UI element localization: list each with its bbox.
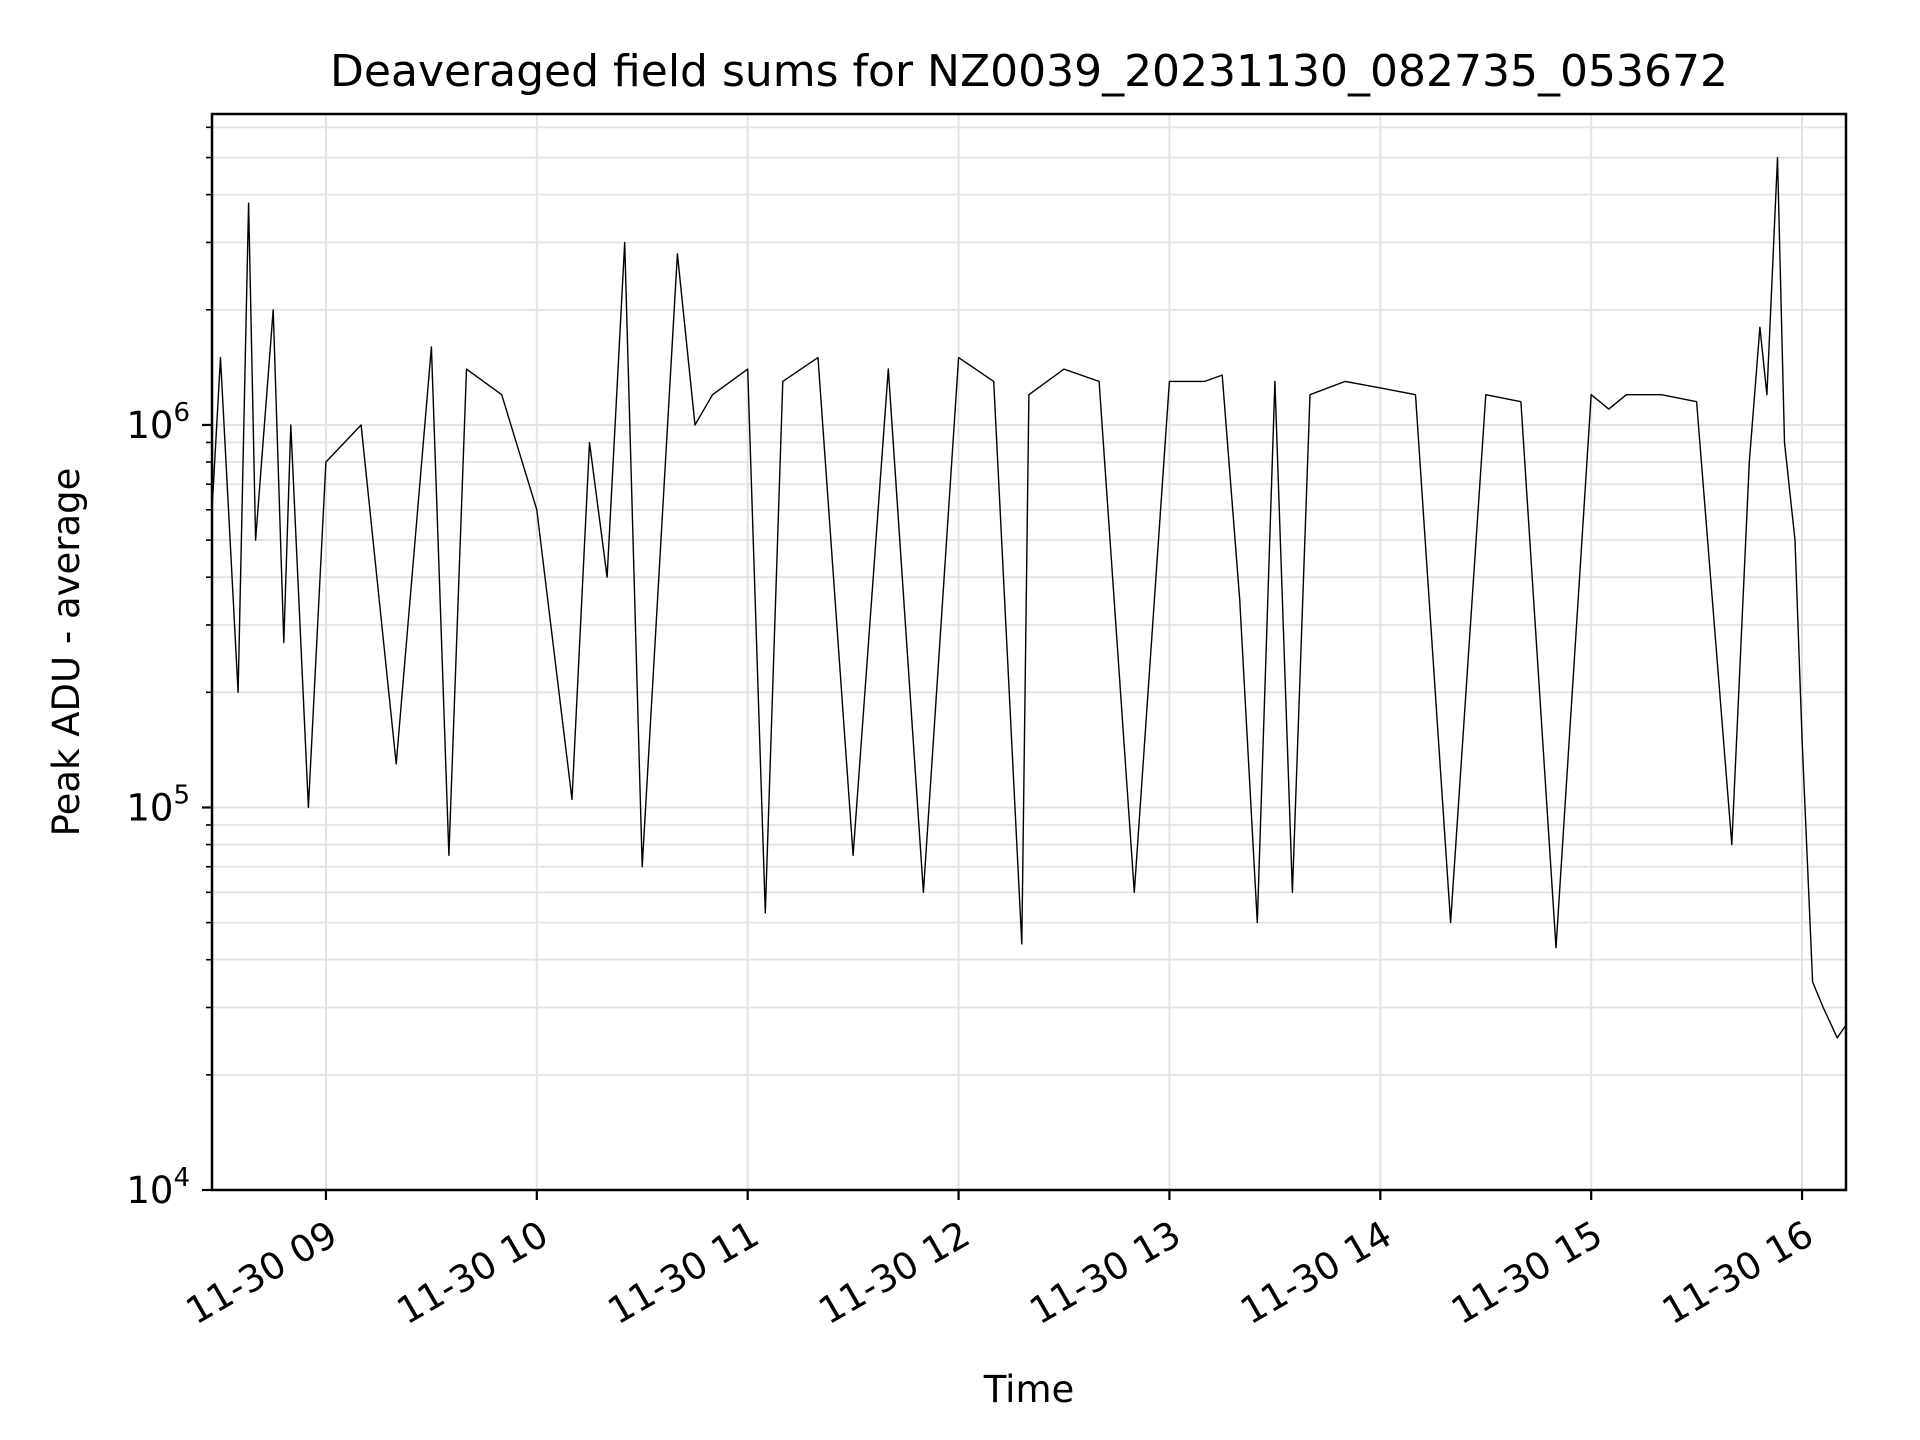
data-layer: [211, 156, 1847, 1039]
series-line: [211, 156, 1847, 1039]
y-tick-label: 104: [126, 1163, 190, 1212]
grid: [212, 114, 1846, 1191]
y-axis: 104 105 106: [126, 126, 212, 1212]
y-tick-label: 106: [126, 398, 190, 447]
y-axis-label: Peak ADU - average: [45, 468, 88, 837]
y-tick-label: 105: [126, 780, 190, 829]
plot-frame: [210, 112, 1848, 1192]
x-axis-label: Time: [983, 1368, 1075, 1411]
chart-title: Deaveraged field sums for NZ0039_2023113…: [330, 46, 1728, 97]
